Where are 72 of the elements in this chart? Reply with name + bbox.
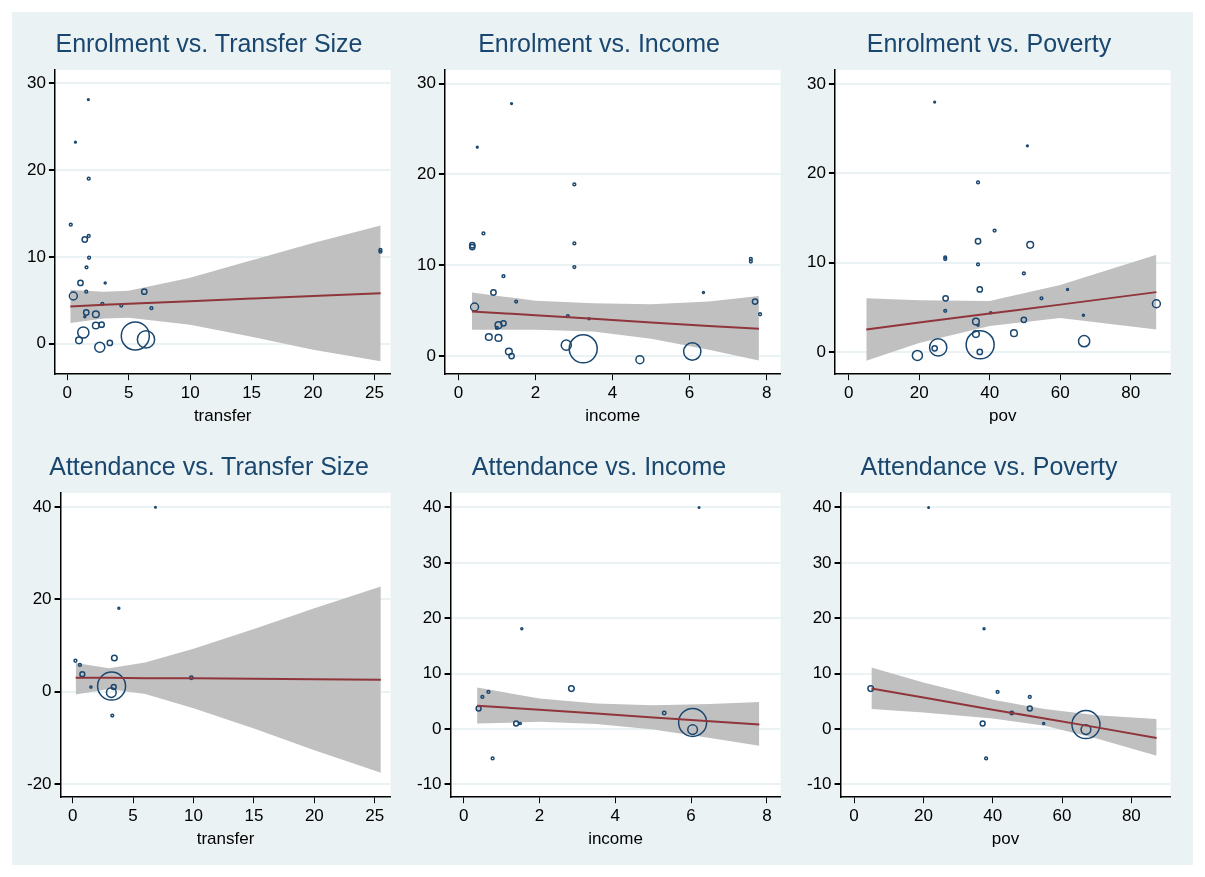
x-axis-title: transfer [193,406,252,426]
y-tick-label: 20 [806,163,826,183]
x-tick-label: 0 [849,806,859,826]
y-tick-label: 10 [422,663,442,683]
x-tick-label: 0 [453,383,464,403]
x-tick-label: 6 [684,383,695,403]
x-tick-label: 6 [686,806,696,826]
x-axis-title: pov [991,829,1020,849]
y-tick-label: 40 [32,496,52,516]
x-tick-label: 15 [244,806,264,826]
x-tick-label: 15 [242,383,262,403]
x-tick-label: 2 [530,383,541,403]
y-tick-label: -10 [806,774,832,794]
x-tick-label: 25 [365,383,384,403]
x-tick-label: 5 [128,806,138,826]
x-tick-label: 0 [62,383,72,403]
y-tick-label: 0 [432,718,442,738]
x-tick-label: 5 [123,383,134,403]
y-tick-label: 30 [26,72,46,92]
x-tick-label: 80 [1121,806,1141,826]
y-tick-label: 20 [812,607,832,627]
y-tick-label: -10 [416,774,442,794]
chart-title: Attendance vs. Transfer Size [49,451,369,480]
y-tick-label: 0 [822,718,832,738]
y-tick-label: 0 [816,341,826,361]
chart-title: Enrolment vs. Transfer Size [55,28,363,57]
y-tick-label: 0 [42,681,52,701]
y-tick-label: 20 [422,607,442,627]
x-tick-label: 0 [459,806,469,826]
x-tick-label: 40 [983,806,1003,826]
y-tick-label: 20 [32,589,52,609]
y-tick-label: 0 [36,333,46,353]
x-tick-label: 25 [365,806,385,826]
y-tick-label: 30 [812,552,832,572]
x-tick-label: 4 [607,383,618,403]
y-tick-label: 10 [416,254,436,274]
chart-title: Enrolment vs. Poverty [866,28,1112,57]
x-tick-label: 40 [980,383,1000,403]
x-tick-label: 4 [610,806,621,826]
x-tick-label: 10 [184,806,203,826]
y-tick-label: 40 [422,497,442,517]
x-tick-label: 0 [67,806,78,826]
x-tick-label: 60 [1052,806,1072,826]
x-tick-label: 20 [304,806,324,826]
x-tick-label: 8 [761,383,772,403]
x-tick-label: 10 [180,383,200,403]
x-tick-label: 20 [909,383,929,403]
chart-title: Attendance vs. Income [471,451,727,480]
y-tick-label: 0 [426,345,436,365]
x-axis-title: transfer [196,829,255,849]
x-axis-title: income [588,829,643,849]
y-tick-label: 10 [812,663,832,683]
y-tick-label: 10 [806,252,826,272]
x-tick-label: 8 [762,806,772,826]
y-tick-label: -20 [26,773,52,793]
x-axis-title: pov [988,406,1017,426]
x-tick-label: 2 [534,806,545,826]
y-tick-label: 20 [416,164,436,184]
x-tick-label: 80 [1121,383,1141,403]
x-axis-title: income [585,406,641,426]
y-tick-label: 10 [26,246,46,266]
x-tick-label: 60 [1050,383,1070,403]
chart-title: Attendance vs. Poverty [860,451,1119,480]
x-tick-label: 20 [913,806,933,826]
y-tick-label: 30 [416,73,436,93]
x-tick-label: 20 [303,383,323,403]
x-tick-label: 0 [843,383,854,403]
y-tick-label: 30 [806,73,826,93]
chart-title: Enrolment vs. Income [478,28,720,57]
y-tick-label: 40 [812,497,832,517]
y-tick-label: 20 [26,159,46,179]
y-tick-label: 30 [422,552,442,572]
